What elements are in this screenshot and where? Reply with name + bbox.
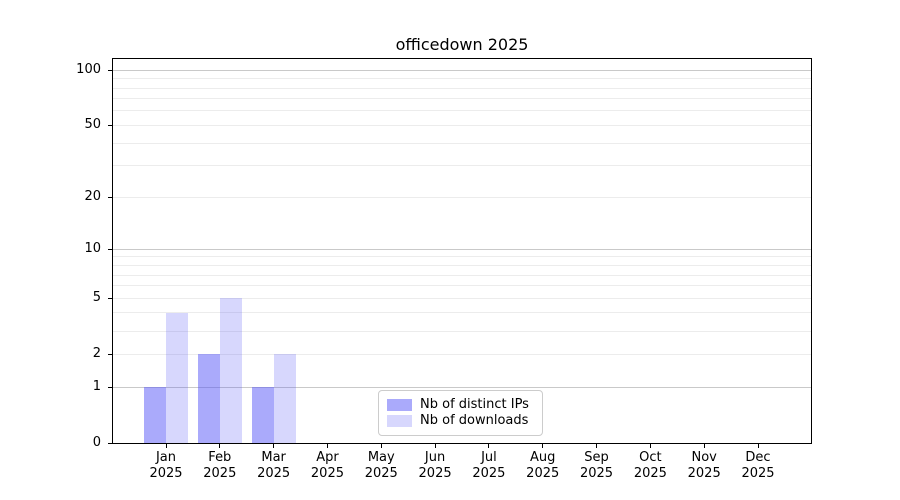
x-tick-label-nov: Nov 2025	[687, 450, 721, 481]
y-tick-label: 50	[84, 117, 101, 133]
x-tick-mark	[326, 444, 328, 448]
minor-gridline	[113, 330, 811, 332]
legend: Nb of distinct IPs Nb of downloads	[378, 390, 543, 436]
bar-distinct-ips-jan	[144, 387, 166, 443]
legend-label-distinct-ips: Nb of distinct IPs	[420, 397, 529, 412]
x-tick-label-sep: Sep 2025	[579, 450, 614, 481]
bar-distinct-ips-mar	[251, 387, 274, 443]
x-tick-mark	[488, 444, 490, 448]
x-tick-label-may: May 2025	[364, 450, 398, 481]
x-tick-label-dec: Dec 2025	[741, 450, 775, 481]
y-tick-mark	[108, 248, 112, 250]
x-tick-mark	[219, 444, 221, 448]
minor-gridline	[113, 124, 811, 126]
minor-gridline	[113, 142, 811, 144]
minor-gridline	[113, 353, 811, 355]
minor-gridline	[113, 98, 811, 100]
x-tick-mark	[273, 444, 275, 448]
x-tick-mark	[380, 444, 382, 448]
y-tick-label: 10	[84, 241, 101, 257]
minor-gridline	[113, 285, 811, 287]
chart-title: officedown 2025	[395, 35, 529, 54]
x-tick-mark	[649, 444, 651, 448]
x-tick-mark	[596, 444, 598, 448]
y-tick-mark	[108, 442, 112, 444]
legend-entry-distinct-ips: Nb of distinct IPs	[387, 397, 534, 413]
x-tick-label-jan: Jan 2025	[149, 450, 183, 481]
minor-gridline	[113, 297, 811, 299]
minor-gridline	[113, 87, 811, 89]
y-tick-label: 20	[84, 189, 101, 205]
x-tick-label-jul: Jul 2025	[472, 450, 506, 481]
y-tick-mark	[108, 353, 112, 355]
y-tick-label: 100	[76, 62, 101, 78]
bar-downloads-feb	[219, 298, 242, 443]
x-tick-label-feb: Feb 2025	[203, 450, 237, 481]
x-tick-mark	[542, 444, 544, 448]
y-tick-label: 2	[92, 346, 101, 362]
x-tick-label-oct: Oct 2025	[633, 450, 667, 481]
bar-downloads-jan	[166, 312, 188, 443]
x-tick-mark	[757, 444, 759, 448]
minor-gridline	[113, 165, 811, 167]
y-tick-mark	[108, 297, 112, 299]
minor-gridline	[113, 78, 811, 80]
x-tick-label-mar: Mar 2025	[257, 450, 291, 481]
plot-area	[113, 59, 811, 443]
legend-swatch-downloads	[387, 415, 412, 427]
major-gridline	[113, 248, 811, 250]
y-tick-label: 5	[92, 290, 101, 306]
x-tick-label-apr: Apr 2025	[310, 450, 344, 481]
minor-gridline	[113, 256, 811, 258]
legend-label-downloads: Nb of downloads	[420, 413, 529, 428]
bar-downloads-mar	[273, 354, 296, 443]
y-tick-mark	[108, 386, 112, 388]
x-tick-label-jun: Jun 2025	[418, 450, 452, 481]
x-tick-label-aug: Aug 2025	[526, 450, 560, 481]
minor-gridline	[113, 312, 811, 314]
y-tick-mark	[108, 69, 112, 71]
major-gridline	[113, 69, 811, 71]
x-tick-mark	[703, 444, 705, 448]
x-tick-mark	[434, 444, 436, 448]
minor-gridline	[113, 274, 811, 276]
legend-entry-downloads: Nb of downloads	[387, 413, 534, 429]
minor-gridline	[113, 110, 811, 112]
y-tick-mark	[108, 124, 112, 126]
minor-gridline	[113, 265, 811, 266]
plot-border	[112, 58, 812, 444]
legend-swatch-distinct-ips	[387, 399, 412, 411]
bar-distinct-ips-feb	[197, 354, 220, 443]
major-gridline	[113, 386, 811, 388]
y-tick-mark	[108, 196, 112, 198]
y-tick-label: 1	[92, 379, 101, 394]
x-tick-mark	[165, 444, 167, 448]
y-tick-label: 0	[92, 435, 101, 450]
minor-gridline	[113, 196, 811, 198]
